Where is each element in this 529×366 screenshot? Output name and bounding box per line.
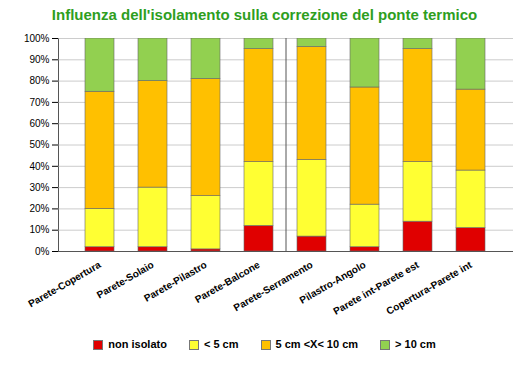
html-text:5 cm <X< 10 cm: 5 cm <X< 10 cm <box>275 338 359 350</box>
svg-text:50%: 50% <box>29 139 49 150</box>
svg-text:100%: 100% <box>24 33 50 44</box>
svg-text:80%: 80% <box>29 75 49 86</box>
html-text:non isolato: non isolato <box>108 338 167 350</box>
svg-text:Parete-Copertura: Parete-Copertura <box>26 259 103 310</box>
html-text:< 5 cm: < 5 cm <box>203 338 239 350</box>
html-text:Influenza dell'isolamento sull: Influenza dell'isolamento sulla correzio… <box>51 6 478 23</box>
svg-text:60%: 60% <box>29 118 49 129</box>
svg-text:10%: 10% <box>29 224 49 235</box>
svg-text:70%: 70% <box>29 97 49 108</box>
svg-text:Pilastro-Angolo: Pilastro-Angolo <box>297 258 368 306</box>
svg-text:20%: 20% <box>29 203 49 214</box>
html-text:> 10 cm: > 10 cm <box>395 338 436 350</box>
svg-text:Parete-Serramento: Parete-Serramento <box>231 258 315 314</box>
svg-text:40%: 40% <box>29 161 49 172</box>
svg-text:30%: 30% <box>29 182 49 193</box>
svg-text:0%: 0% <box>35 246 50 257</box>
svg-text:90%: 90% <box>29 54 49 65</box>
svg-text:Copertura-Parete int: Copertura-Parete int <box>384 259 474 317</box>
svg-text:Parete-Solaio: Parete-Solaio <box>94 258 156 301</box>
svg-text:Parete-Balcone: Parete-Balcone <box>193 258 262 305</box>
svg-text:Parete int-Parete est: Parete int-Parete est <box>331 259 421 317</box>
svg-text:Parete-Pilastro: Parete-Pilastro <box>142 258 209 304</box>
